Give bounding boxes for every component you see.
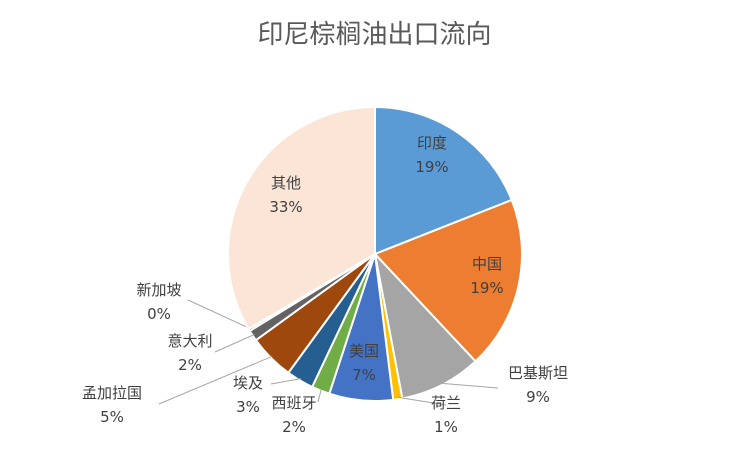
leader-line-6 — [270, 378, 302, 385]
leader-line-7 — [158, 355, 273, 405]
slice-percent-9: 0% — [147, 305, 171, 323]
slice-label-3: 荷兰 — [431, 394, 461, 412]
slice-percent-3: 1% — [434, 418, 458, 436]
slice-label-4: 美国 — [349, 342, 379, 360]
slice-percent-4: 7% — [352, 366, 376, 384]
slice-label-5: 西班牙 — [271, 394, 316, 412]
pie-slice-10 — [227, 105, 376, 331]
slice-label-7: 孟加拉国 — [82, 384, 142, 402]
slice-label-10: 其他 — [271, 174, 301, 192]
slice-percent-2: 9% — [526, 388, 550, 406]
slice-label-1: 中国 — [472, 255, 502, 273]
pie-slice-0 — [374, 105, 514, 256]
pie-slice-1 — [373, 198, 523, 363]
slice-percent-7: 5% — [100, 408, 124, 426]
slice-label-6: 埃及 — [233, 374, 263, 392]
leader-line-2 — [440, 382, 499, 389]
leader-line-3 — [397, 396, 447, 406]
slice-label-0: 印度 — [417, 134, 447, 152]
slice-percent-1: 19% — [470, 279, 503, 297]
slice-percent-0: 19% — [415, 158, 448, 176]
leader-line-8 — [214, 334, 255, 353]
slice-percent-6: 3% — [236, 398, 260, 416]
leader-line-5 — [317, 388, 322, 403]
leader-line-9 — [187, 299, 252, 330]
slice-label-9: 新加坡 — [136, 281, 181, 299]
slice-label-8: 意大利 — [167, 332, 212, 350]
slice-percent-8: 2% — [178, 356, 202, 374]
chart-title: 印尼棕榈油出口流向 — [257, 20, 492, 50]
slice-label-2: 巴基斯坦 — [508, 364, 568, 382]
slice-percent-5: 2% — [282, 418, 306, 436]
slice-percent-10: 33% — [269, 198, 302, 216]
